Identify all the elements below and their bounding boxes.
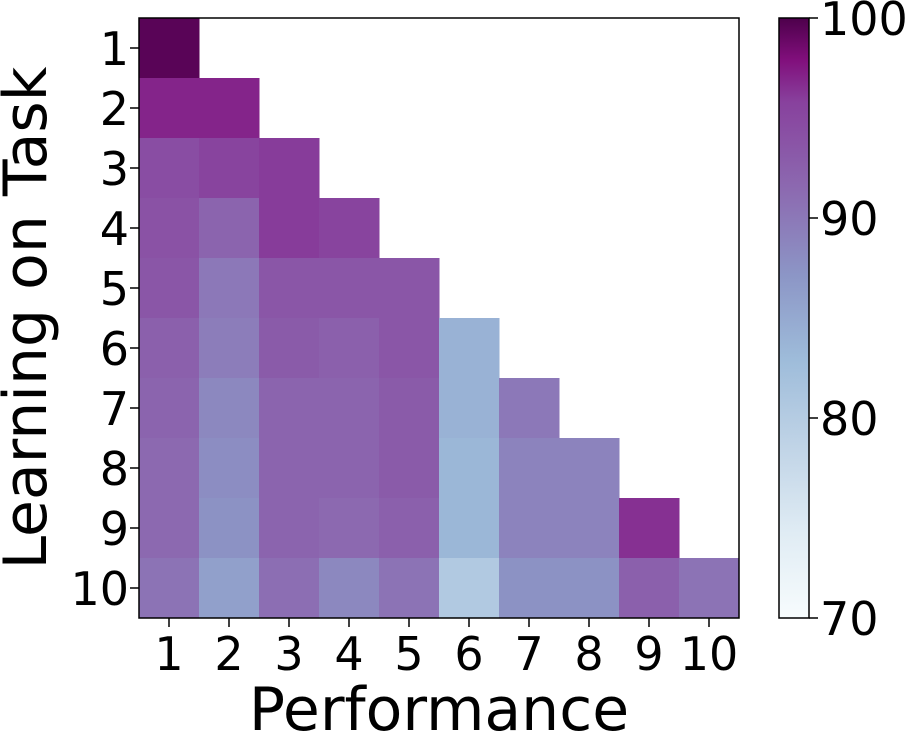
heatmap-cell [199, 138, 260, 199]
colorbar-tick-label: 90 [820, 192, 879, 246]
x-tick-label: 6 [454, 627, 483, 681]
heatmap-cell [199, 258, 260, 319]
heatmap-cell [139, 138, 200, 199]
heatmap-cell [439, 438, 500, 499]
heatmap-cell [379, 318, 440, 379]
heatmap-cell [259, 138, 320, 199]
x-tick-label: 4 [334, 627, 363, 681]
x-axis-ticks: 1 2 3 4 5 6 7 8 9 10 [154, 618, 738, 681]
x-tick-label: 2 [214, 627, 243, 681]
heatmap-cell [199, 378, 260, 439]
plot-frame [138, 17, 740, 619]
x-tick-label: 1 [154, 627, 183, 681]
heatmap-cell [619, 498, 680, 559]
heatmap-cell [199, 558, 260, 619]
colorbar [778, 17, 810, 619]
heatmap-cell [259, 258, 320, 319]
heatmap-cell [259, 498, 320, 559]
y-tick-label: 3 [100, 142, 129, 196]
colorbar-tick-label: 80 [820, 392, 879, 446]
y-axis-ticks: 1 2 3 4 5 6 7 8 9 10 [70, 22, 139, 616]
y-tick-label: 4 [100, 202, 129, 256]
heatmap-cell [259, 378, 320, 439]
heatmap-cell [139, 198, 200, 259]
heatmap-cell [379, 498, 440, 559]
heatmap-cell [259, 558, 320, 619]
heatmap-cell [439, 378, 500, 439]
heatmap-cell [199, 438, 260, 499]
heatmap-cell [499, 438, 560, 499]
heatmap-cell [139, 378, 200, 439]
x-tick-label: 5 [394, 627, 423, 681]
x-tick-label: 8 [574, 627, 603, 681]
colorbar-tick-label: 70 [820, 592, 879, 646]
heatmap-cell [379, 438, 440, 499]
heatmap-cell [139, 438, 200, 499]
heatmap-cell [559, 498, 620, 559]
heatmap-cell [379, 558, 440, 619]
y-tick-label: 7 [100, 382, 129, 436]
x-tick-label: 10 [680, 627, 739, 681]
heatmap-cell [199, 318, 260, 379]
heatmap-cell [319, 438, 380, 499]
heatmap-cell [379, 258, 440, 319]
heatmap-cell [559, 558, 620, 619]
heatmap-cell [319, 198, 380, 259]
y-axis-label: Learning on Task [0, 66, 61, 569]
y-tick-label: 10 [70, 562, 129, 616]
heatmap-cell [319, 318, 380, 379]
heatmap-cell [139, 498, 200, 559]
heatmap-cell [679, 558, 740, 619]
heatmap-cell [319, 258, 380, 319]
colorbar-ticks: 70 80 90 100 [809, 0, 908, 646]
heatmap-cell [559, 438, 620, 499]
heatmap-cell [439, 498, 500, 559]
y-tick-label: 2 [100, 82, 129, 136]
y-tick-label: 8 [100, 442, 129, 496]
heatmap-cell [319, 498, 380, 559]
heatmap-cell [499, 558, 560, 619]
x-tick-label: 3 [274, 627, 303, 681]
heatmap-cell [139, 558, 200, 619]
y-tick-label: 5 [100, 262, 129, 316]
y-tick-label: 9 [100, 502, 129, 556]
heatmap-cell [199, 498, 260, 559]
x-tick-label: 7 [514, 627, 543, 681]
colorbar-tick-label: 100 [820, 0, 908, 46]
heatmap-cell [259, 318, 320, 379]
heatmap-cell [139, 258, 200, 319]
heatmap-cells [139, 18, 740, 619]
y-tick-label: 6 [100, 322, 129, 376]
heatmap-cell [439, 318, 500, 379]
heatmap-cell [199, 198, 260, 259]
heatmap-cell [139, 78, 200, 139]
heatmap-cell [259, 198, 320, 259]
heatmap-cell [139, 18, 200, 79]
y-tick-label: 1 [100, 22, 129, 76]
heatmap-cell [319, 558, 380, 619]
heatmap-cell [499, 498, 560, 559]
heatmap-cell [379, 378, 440, 439]
heatmap-cell [439, 558, 500, 619]
heatmap-cell [499, 378, 560, 439]
x-axis-label: Performance [249, 675, 629, 742]
heatmap-cell [139, 318, 200, 379]
heatmap-cell [259, 438, 320, 499]
x-tick-label: 9 [634, 627, 663, 681]
heatmap-cell [319, 378, 380, 439]
heatmap-cell [619, 558, 680, 619]
heatmap-cell [199, 78, 260, 139]
